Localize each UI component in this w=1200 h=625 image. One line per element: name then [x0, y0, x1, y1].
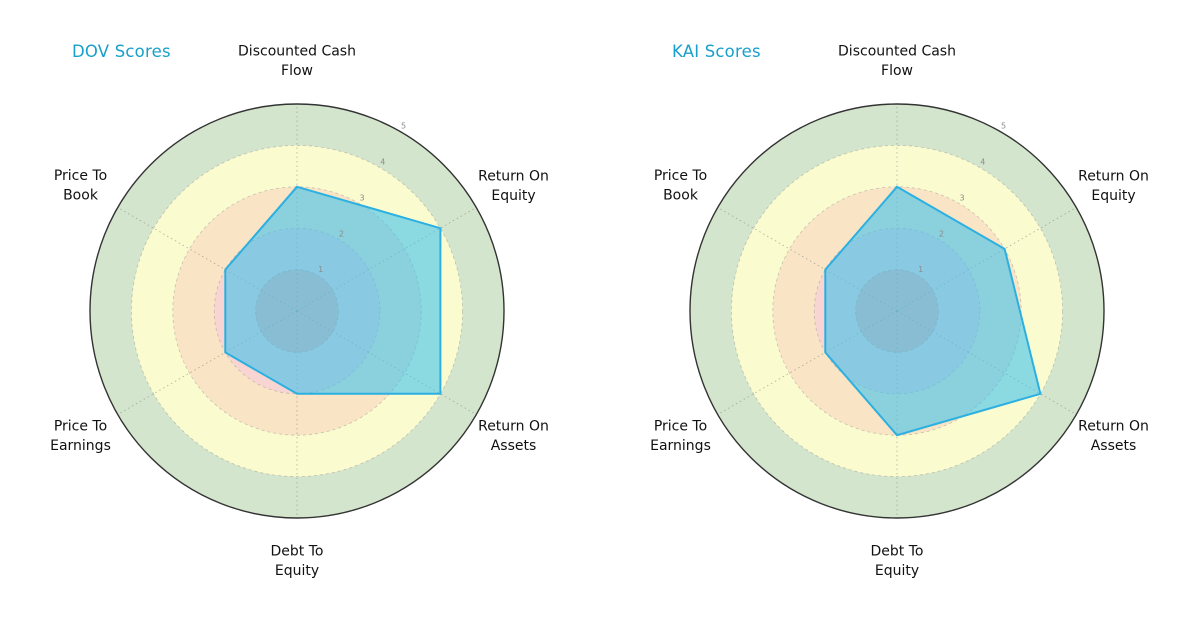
axis-label-price-to-book: Price To Book [654, 168, 707, 204]
axis-spoke-price-to-book [117, 207, 298, 312]
axis-label-return-on-equity: Return On Equity [478, 168, 549, 204]
radar-panel-kai: KAI Scores 1 2 3 4 5 Discounted Cash Flow Retur… [600, 0, 1200, 625]
axis-label-discounted-cash-flow: Discounted Cash Flow [238, 43, 356, 79]
axis-label-return-on-assets: Return On Assets [1078, 418, 1149, 454]
r-tick-label-1: 1 [918, 265, 923, 274]
axis-label-debt-to-equity: Debt To Equity [871, 543, 924, 579]
r-tick-label-2: 2 [939, 229, 944, 238]
grid-circle-3 [772, 186, 1022, 436]
r-tick-label-5: 5 [401, 122, 406, 131]
axis-label-return-on-equity: Return On Equity [1078, 168, 1149, 204]
axis-label-price-to-earnings: Price To Earnings [650, 418, 711, 454]
r-tick-label-5: 5 [1001, 122, 1006, 131]
axis-spoke-price-to-earnings [117, 310, 298, 415]
axis-label-discounted-cash-flow: Discounted Cash Flow [838, 43, 956, 79]
radar-chart-kai: 1 2 3 4 5 Discounted Cash Flow Return On Equity R… [650, 43, 1149, 579]
score-polygon [824, 185, 1042, 437]
radar-panel-dov: DOV Scores 1 2 3 4 5 Discounted Cash Flow Retur… [50, 42, 549, 579]
axis-label-return-on-assets: Return On Assets [478, 418, 549, 454]
outer-ring [89, 103, 505, 519]
chart-title-kai: KAI Scores [672, 42, 761, 61]
score-polygon [224, 185, 442, 395]
axis-label-price-to-earnings: Price To Earnings [50, 418, 111, 454]
r-tick-label-1: 1 [318, 265, 323, 274]
grid-circle-4 [130, 144, 464, 478]
r-tick-label-4: 4 [980, 158, 985, 167]
axis-label-price-to-book: Price To Book [54, 168, 107, 204]
outer-ring [689, 103, 1105, 519]
r-tick-label-3: 3 [360, 193, 365, 202]
r-tick-label-3: 3 [960, 193, 965, 202]
grid-circle-4 [730, 144, 1064, 478]
radar-chart-dov: 1 2 3 4 5 Discounted Cash Flow Return On Equity R… [50, 43, 549, 579]
axis-label-debt-to-equity: Debt To Equity [271, 543, 324, 579]
chart-title-dov: DOV Scores [72, 42, 171, 61]
r-tick-label-4: 4 [380, 158, 385, 167]
r-tick-label-2: 2 [339, 229, 344, 238]
